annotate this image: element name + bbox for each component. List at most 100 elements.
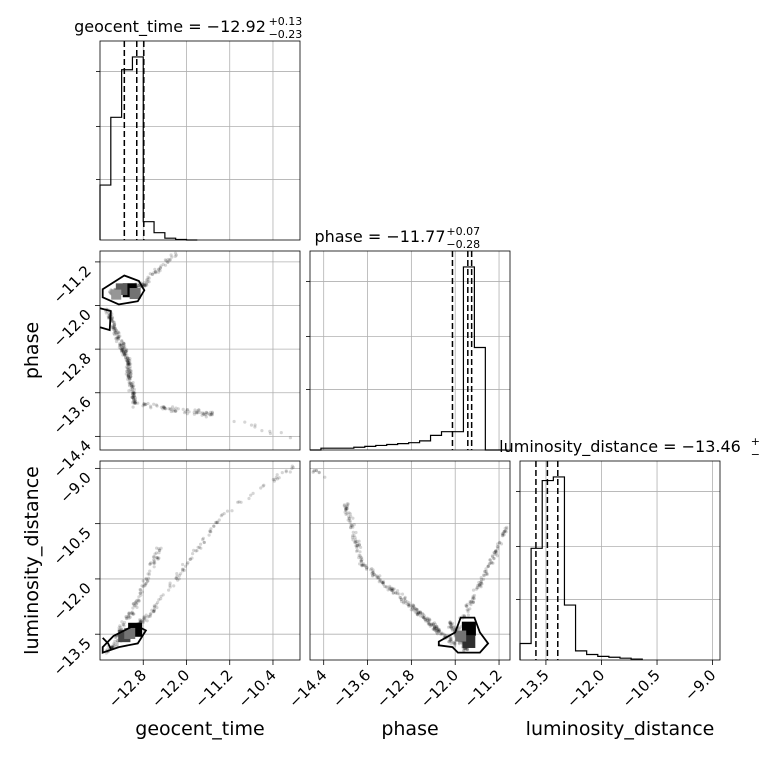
sample-point [490, 554, 494, 558]
sample-point [122, 622, 126, 627]
sample-point [125, 359, 129, 363]
x-tick-label: −13.6 [329, 666, 374, 711]
sample-point [124, 617, 129, 621]
sample-point [421, 615, 425, 619]
sample-point [141, 617, 145, 622]
sample-point [262, 483, 266, 487]
sample-point [123, 353, 127, 357]
x-tick-label: −12.8 [373, 666, 418, 711]
sample-point [163, 263, 168, 267]
sample-point [133, 400, 137, 404]
sample-point [113, 333, 117, 337]
sample-point [112, 324, 117, 328]
sample-point [397, 592, 401, 596]
sample-point [124, 349, 129, 353]
sample-point [171, 405, 175, 409]
sample-point [153, 561, 157, 565]
sample-point [448, 625, 452, 629]
sample-point [146, 615, 150, 619]
sample-point [447, 640, 451, 644]
sample-point [123, 353, 127, 357]
sample-point [343, 510, 347, 514]
sample-point [434, 626, 438, 631]
sample-point [449, 636, 453, 641]
sample-point [431, 622, 435, 626]
sample-point [123, 351, 127, 355]
sample-point [279, 431, 283, 435]
sample-point [352, 523, 356, 527]
sample-point [398, 595, 402, 600]
sample-point [128, 381, 132, 385]
sample-point [110, 315, 114, 319]
sample-point [422, 614, 426, 618]
sample-point [200, 413, 204, 417]
sample-point [435, 625, 439, 630]
sample-point [358, 562, 362, 566]
x-tick-label: −12.0 [417, 666, 462, 711]
sample-point [483, 569, 487, 574]
sample-point [209, 412, 214, 416]
sample-point [124, 357, 128, 361]
sample-point [118, 341, 122, 345]
sample-point [119, 343, 123, 347]
histogram-geocent_time [99, 56, 198, 241]
sample-point [179, 572, 183, 576]
sample-point [408, 603, 412, 607]
sample-point [482, 573, 486, 577]
sample-point [126, 374, 130, 378]
sample-point [126, 368, 130, 372]
sample-point [145, 283, 149, 287]
sample-point [127, 361, 131, 365]
title-minus-luminosity_distance: −0.31 [751, 448, 760, 461]
sample-point [110, 644, 114, 648]
sample-point [396, 589, 400, 593]
sample-point [477, 583, 481, 587]
sample-point [154, 551, 158, 555]
sample-point [352, 533, 356, 538]
sample-point [183, 564, 188, 568]
sample-point [116, 330, 120, 334]
sample-point [471, 600, 475, 605]
sample-point [128, 357, 132, 361]
sample-point [147, 614, 151, 618]
sample-point [400, 599, 404, 604]
sample-point [106, 315, 111, 319]
sample-point [357, 543, 362, 547]
sample-point [177, 574, 181, 578]
sample-point [427, 622, 432, 626]
sample-point [161, 262, 165, 267]
sample-point [351, 525, 355, 529]
sample-point [123, 352, 127, 356]
sample-point [288, 470, 292, 474]
sample-point [161, 405, 165, 409]
sample-point [143, 584, 147, 588]
sample-point [268, 429, 272, 433]
sample-point [142, 401, 146, 406]
sample-point [146, 279, 150, 283]
sample-point [275, 477, 280, 481]
sample-point [113, 326, 117, 330]
sample-point [172, 407, 176, 411]
sample-point [174, 409, 178, 413]
sample-point [130, 384, 134, 389]
sample-point [374, 574, 378, 578]
sample-point [424, 619, 428, 623]
sample-point [195, 409, 199, 413]
sample-point [123, 620, 127, 625]
sample-point [209, 527, 213, 531]
sample-point [468, 599, 472, 604]
sample-point [261, 484, 265, 488]
sample-point [120, 339, 124, 343]
sample-point [403, 595, 407, 599]
sample-point [210, 413, 214, 417]
sample-point [222, 511, 226, 516]
sample-point [146, 277, 150, 281]
sample-point [141, 620, 145, 624]
sample-point [503, 529, 507, 533]
sample-point [247, 496, 251, 501]
sample-point [433, 628, 437, 632]
sample-point [122, 346, 126, 350]
sample-point [404, 601, 408, 605]
sample-point [131, 391, 135, 395]
sample-point [131, 397, 136, 401]
